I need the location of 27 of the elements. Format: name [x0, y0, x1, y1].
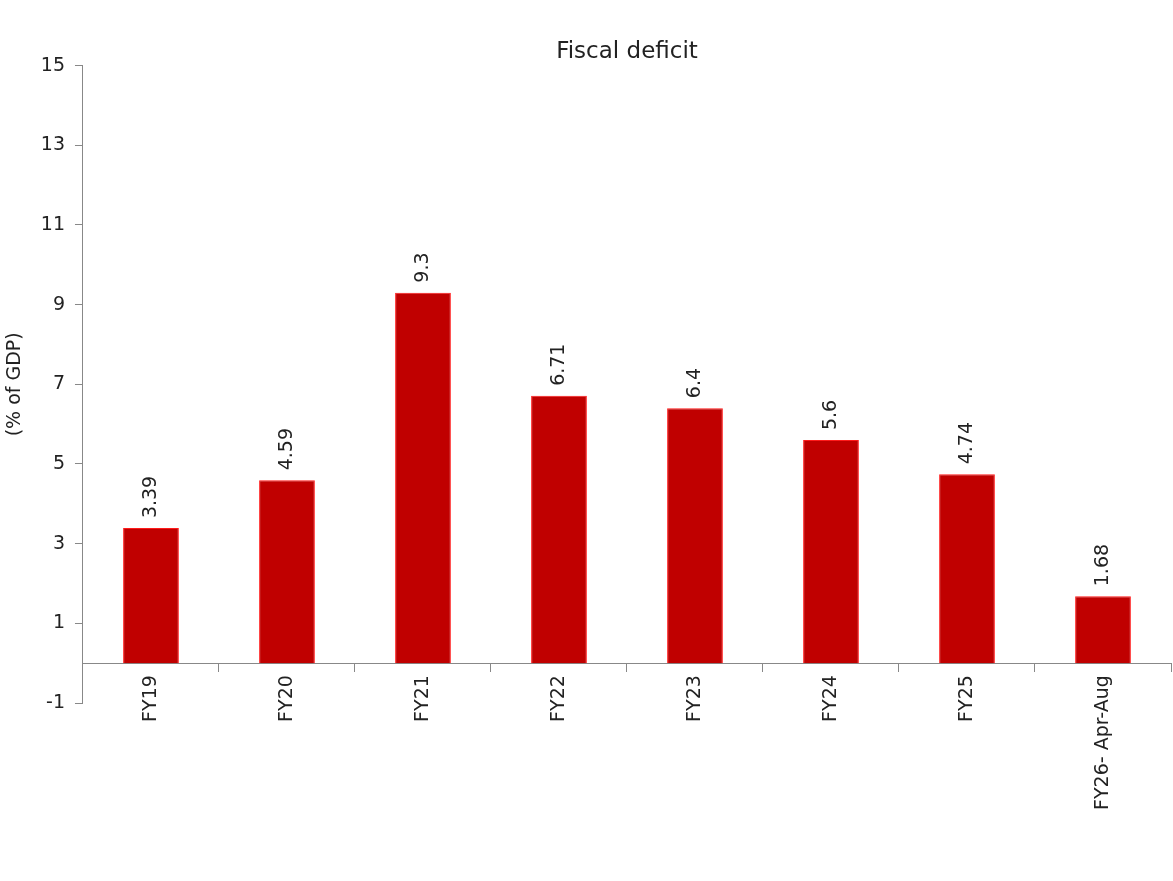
- x-tick-label: FY25: [953, 675, 976, 722]
- y-tick-label: 7: [52, 371, 65, 394]
- data-label: 9.3: [409, 252, 432, 283]
- x-tick-label: FY24: [817, 675, 840, 722]
- x-tick-label: FY22: [545, 675, 568, 722]
- data-label: 1.68: [1089, 543, 1112, 587]
- y-tick-label: -1: [46, 689, 65, 712]
- y-tick-label: 9: [52, 291, 65, 314]
- y-tick-label: 1: [52, 610, 65, 633]
- y-axis-title: (% of GDP): [2, 332, 25, 437]
- y-tick-label: 13: [40, 132, 65, 155]
- x-tick-label: FY26- Apr-Aug: [1089, 675, 1112, 810]
- x-tick-label: FY23: [681, 675, 704, 722]
- y-tick-label: 15: [40, 52, 65, 75]
- data-label: 6.71: [545, 343, 568, 386]
- data-label: 4.59: [273, 428, 296, 471]
- y-tick-label: 5: [52, 450, 65, 473]
- data-label: 3.39: [137, 475, 160, 519]
- data-label: 5.6: [817, 399, 840, 431]
- x-tick-label: FY21: [409, 675, 432, 722]
- y-tick-label: 11: [40, 211, 65, 234]
- data-label: 4.74: [953, 422, 976, 465]
- x-tick-label: FY19: [137, 675, 160, 722]
- y-tick-label: 3: [52, 530, 65, 553]
- x-tick-label: FY20: [273, 675, 296, 722]
- data-label: 6.4: [681, 367, 704, 399]
- chart-title: Fiscal deficit: [556, 36, 698, 63]
